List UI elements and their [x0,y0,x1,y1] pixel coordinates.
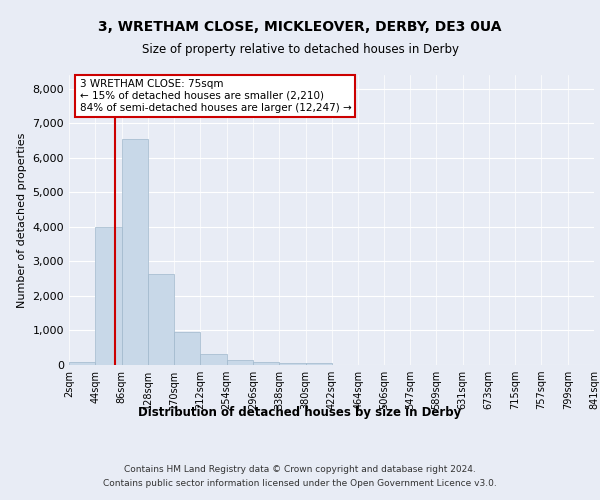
Bar [148,274,174,365]
Bar [253,362,279,365]
Bar [69,362,95,365]
Bar [122,139,148,365]
Text: 3 WRETHAM CLOSE: 75sqm
← 15% of detached houses are smaller (2,210)
84% of semi-: 3 WRETHAM CLOSE: 75sqm ← 15% of detached… [79,80,351,112]
Text: Contains public sector information licensed under the Open Government Licence v3: Contains public sector information licen… [103,480,497,488]
Bar [279,362,305,365]
Y-axis label: Number of detached properties: Number of detached properties [17,132,27,308]
Bar [95,227,122,365]
Bar [200,354,227,365]
Bar [174,332,200,365]
Text: Size of property relative to detached houses in Derby: Size of property relative to detached ho… [142,42,458,56]
Text: Contains HM Land Registry data © Crown copyright and database right 2024.: Contains HM Land Registry data © Crown c… [124,464,476,473]
Bar [305,363,332,365]
Bar [227,360,253,365]
Text: Distribution of detached houses by size in Derby: Distribution of detached houses by size … [139,406,461,419]
Text: 3, WRETHAM CLOSE, MICKLEOVER, DERBY, DE3 0UA: 3, WRETHAM CLOSE, MICKLEOVER, DERBY, DE3… [98,20,502,34]
